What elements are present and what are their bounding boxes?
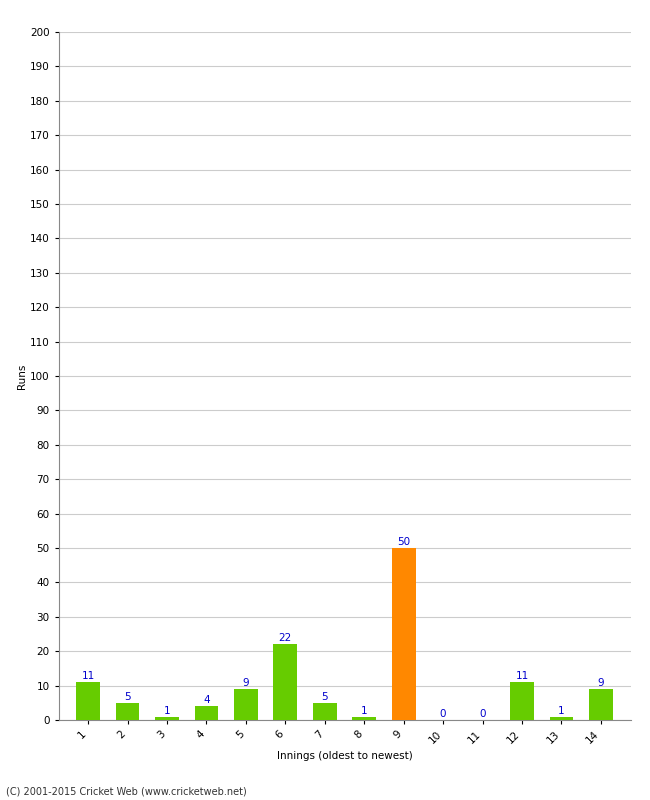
Y-axis label: Runs: Runs	[17, 363, 27, 389]
Bar	[550, 717, 573, 720]
Bar	[155, 717, 179, 720]
Bar	[589, 689, 613, 720]
Text: 22: 22	[279, 634, 292, 643]
Bar	[76, 682, 100, 720]
Text: (C) 2001-2015 Cricket Web (www.cricketweb.net): (C) 2001-2015 Cricket Web (www.cricketwe…	[6, 786, 247, 796]
Bar	[313, 702, 337, 720]
Text: 0: 0	[479, 709, 486, 719]
X-axis label: Innings (oldest to newest): Innings (oldest to newest)	[277, 751, 412, 761]
Text: 0: 0	[440, 709, 447, 719]
Bar	[274, 644, 297, 720]
Text: 5: 5	[124, 692, 131, 702]
Text: 1: 1	[164, 706, 170, 715]
Text: 11: 11	[515, 671, 528, 681]
Bar	[116, 702, 139, 720]
Text: 9: 9	[242, 678, 249, 688]
Bar	[194, 706, 218, 720]
Bar	[392, 548, 415, 720]
Bar	[352, 717, 376, 720]
Text: 9: 9	[597, 678, 604, 688]
Text: 1: 1	[361, 706, 367, 715]
Bar	[510, 682, 534, 720]
Text: 11: 11	[81, 671, 95, 681]
Text: 1: 1	[558, 706, 565, 715]
Text: 50: 50	[397, 537, 410, 547]
Bar	[234, 689, 257, 720]
Text: 5: 5	[322, 692, 328, 702]
Text: 4: 4	[203, 695, 210, 706]
